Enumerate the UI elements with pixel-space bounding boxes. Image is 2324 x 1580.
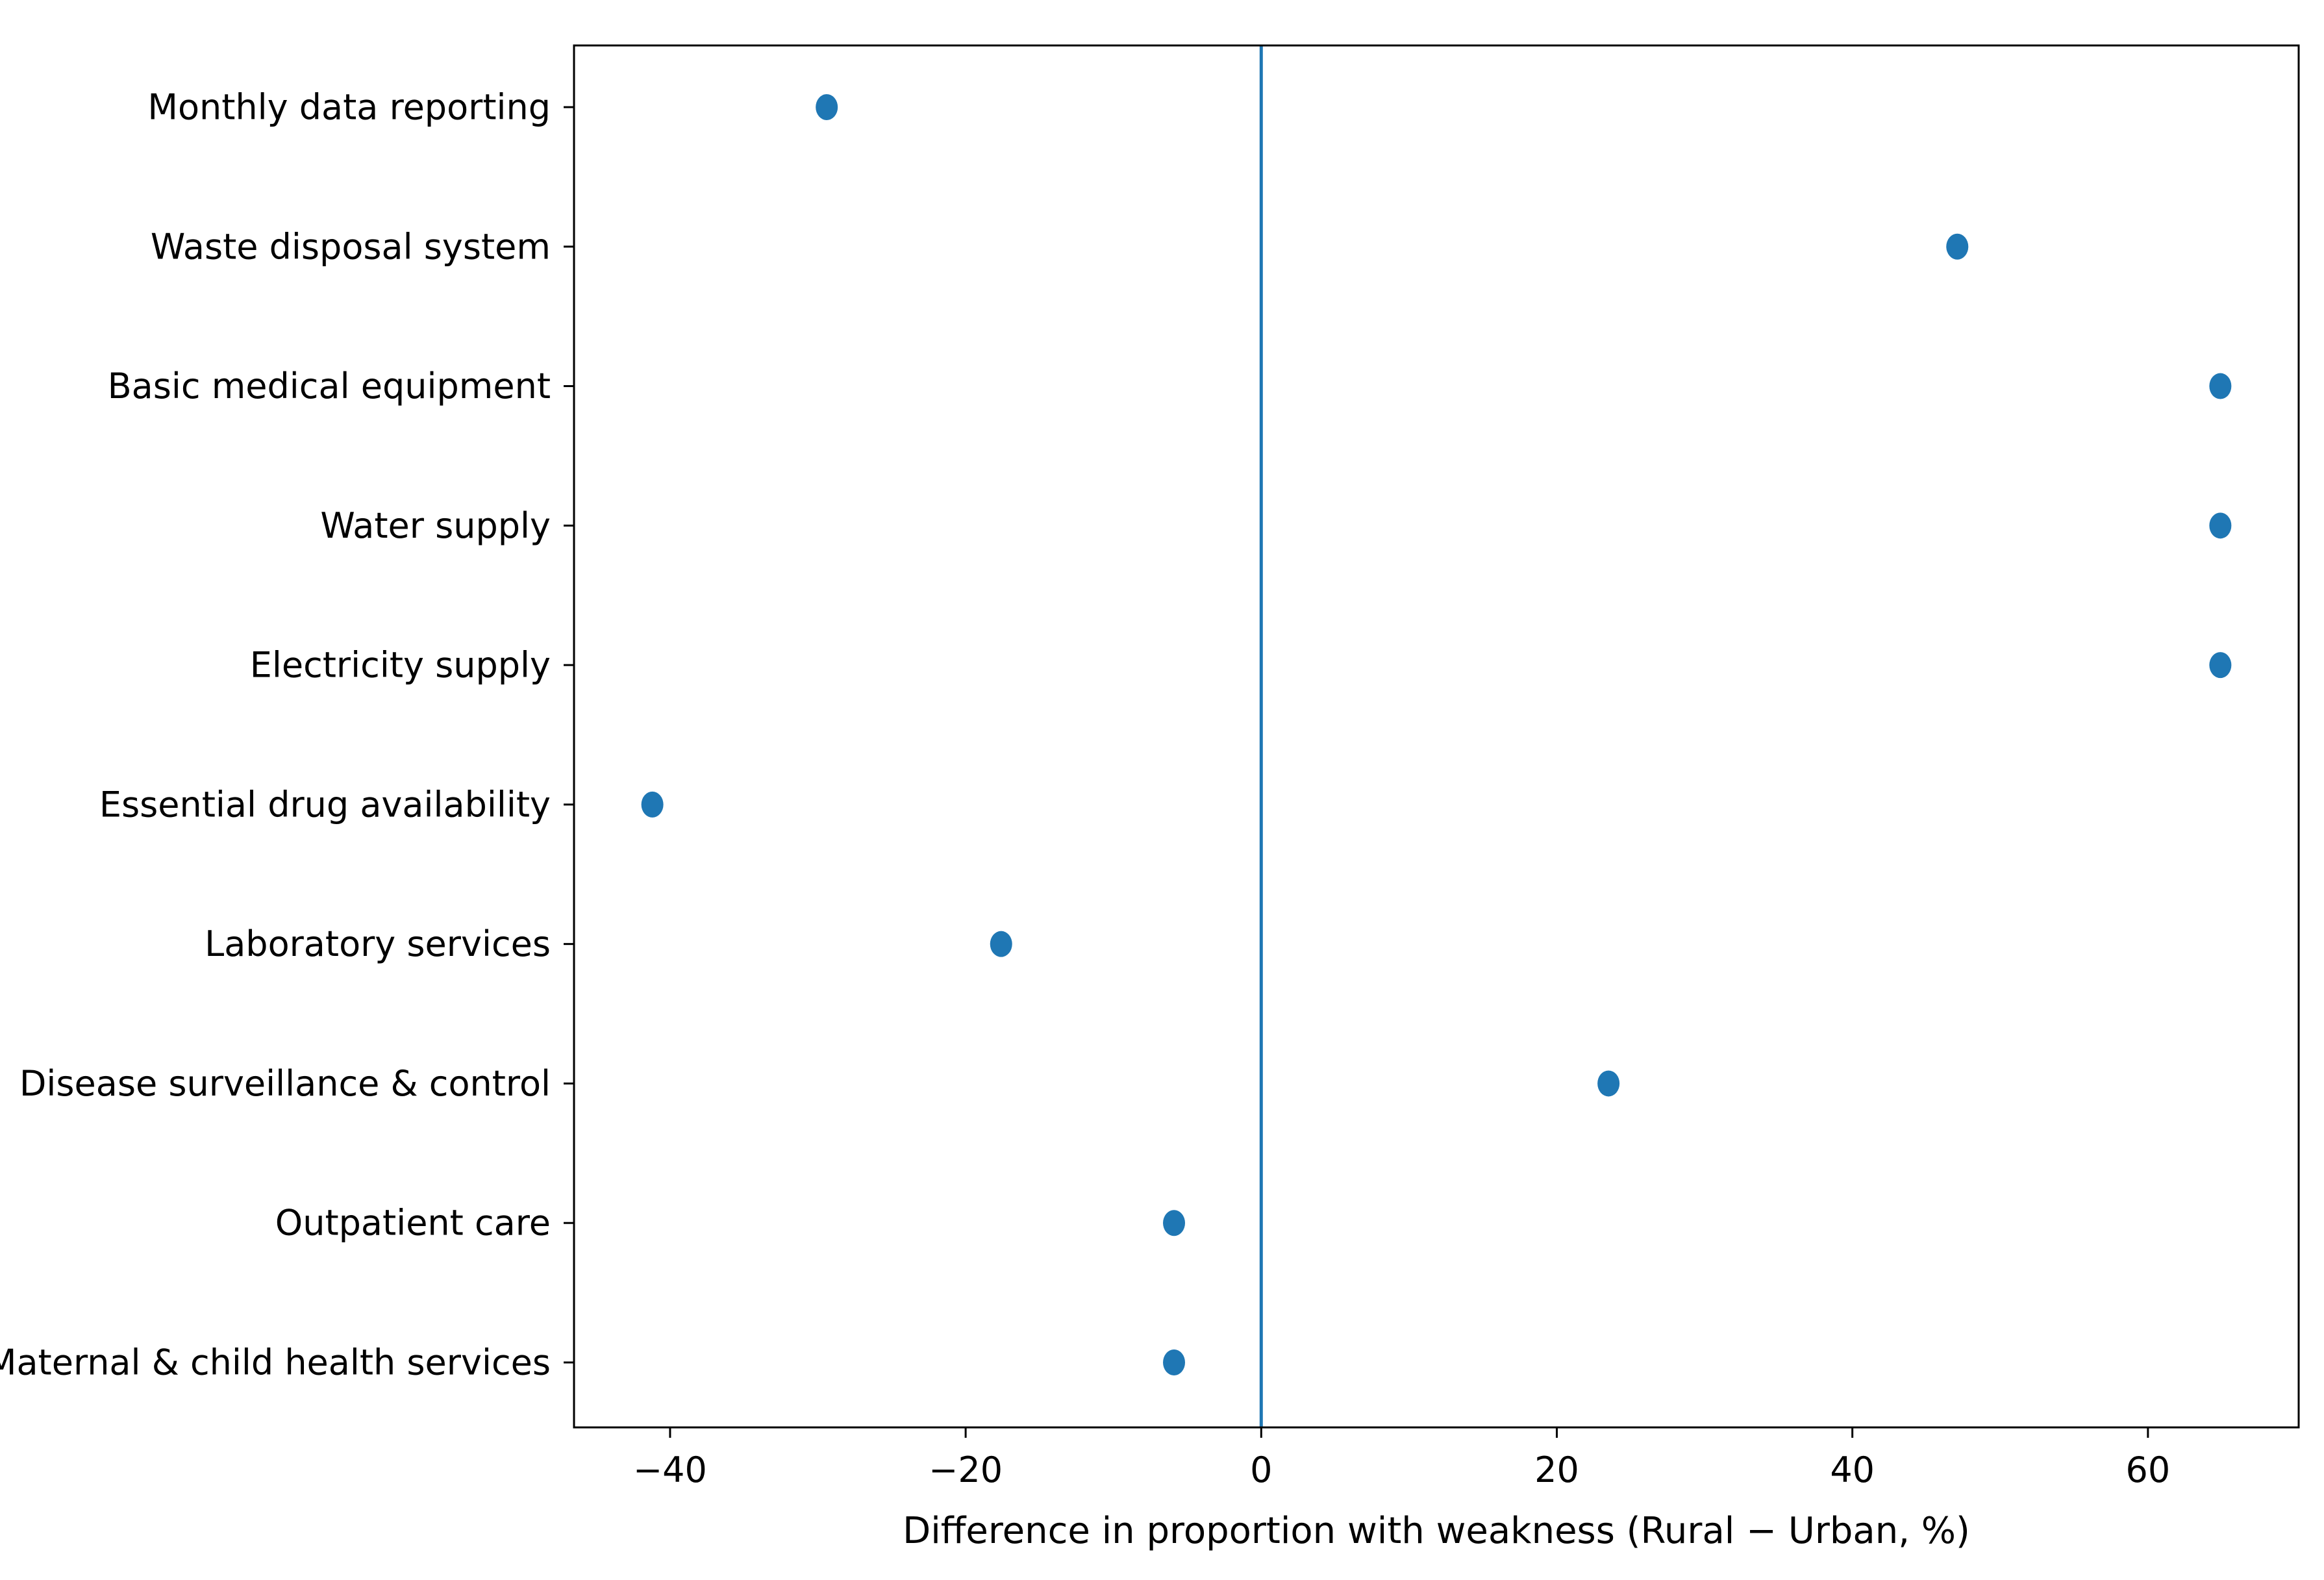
data-point bbox=[1163, 1349, 1186, 1375]
x-tick-label: 0 bbox=[1250, 1449, 1272, 1490]
y-axis-ticks: Monthly data reporting Waste disposal sys… bbox=[0, 87, 574, 1383]
data-point bbox=[1946, 233, 1969, 260]
y-tick-label: Basic medical equipment bbox=[108, 366, 551, 407]
x-tick-label: 60 bbox=[2125, 1449, 2170, 1490]
data-points bbox=[641, 94, 2232, 1375]
y-tick-label: Disease surveillance & control bbox=[19, 1063, 551, 1104]
data-point bbox=[641, 791, 664, 818]
x-tick-label: −40 bbox=[633, 1449, 707, 1490]
data-point bbox=[2209, 652, 2232, 679]
y-tick-label: Waste disposal system bbox=[151, 226, 551, 267]
plot-area-frame bbox=[573, 44, 2300, 1429]
data-point bbox=[1597, 1070, 1620, 1097]
x-axis-title: Difference in proportion with weakness (… bbox=[903, 1510, 1970, 1552]
y-tick-label: Essential drug availability bbox=[99, 784, 551, 825]
data-point bbox=[990, 931, 1012, 957]
data-point bbox=[2209, 373, 2232, 399]
y-tick-label: Maternal & child health services bbox=[0, 1342, 551, 1383]
y-tick-label: Monthly data reporting bbox=[147, 87, 551, 128]
data-point bbox=[816, 94, 838, 120]
data-point bbox=[2209, 512, 2232, 539]
data-point bbox=[1163, 1210, 1186, 1236]
x-axis-ticks: −40 −20 0 20 40 60 bbox=[633, 1427, 2170, 1490]
y-tick-label: Laboratory services bbox=[205, 923, 551, 964]
x-tick-label: 20 bbox=[1534, 1449, 1579, 1490]
y-tick-label: Electricity supply bbox=[250, 645, 551, 686]
y-tick-label: Water supply bbox=[320, 505, 551, 546]
x-tick-label: 40 bbox=[1830, 1449, 1875, 1490]
x-tick-label: −20 bbox=[929, 1449, 1003, 1490]
y-tick-label: Outpatient care bbox=[275, 1203, 551, 1244]
